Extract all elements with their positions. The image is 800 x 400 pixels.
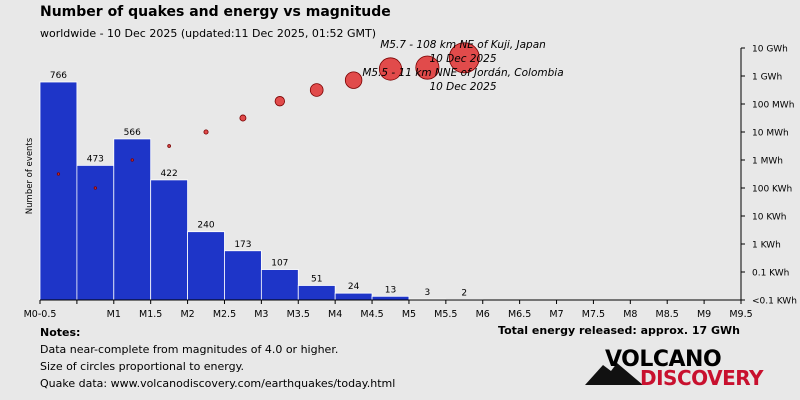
energy-circle — [274, 96, 285, 107]
x-tick-label: M7 — [549, 309, 563, 320]
notes-section: Notes: Data near-complete from magnitude… — [40, 324, 395, 392]
energy-circle — [415, 55, 440, 80]
energy-circle — [448, 42, 480, 74]
energy-tick-label: 100 MWh — [752, 101, 794, 111]
energy-circle — [309, 83, 324, 97]
histogram-bar — [260, 269, 299, 301]
x-tick-label: M3.5 — [287, 309, 310, 320]
energy-tick-label: 0.1 KWh — [752, 269, 789, 279]
x-tick-label: M8 — [623, 309, 637, 320]
histogram-bar — [334, 292, 373, 301]
chart-subtitle: worldwide - 10 Dec 2025 (updated:11 Dec … — [40, 27, 377, 40]
bar-count-label: 107 — [271, 259, 288, 269]
histogram-bar — [113, 138, 152, 301]
histogram-bar — [187, 231, 225, 301]
bar-count-label: 766 — [50, 71, 67, 81]
histogram-bar — [224, 250, 262, 301]
notes-title: Notes: — [40, 326, 81, 339]
x-tick-label: M7.5 — [582, 309, 605, 320]
bar-count-label: 2 — [461, 288, 467, 298]
x-tick-label: M4.5 — [360, 309, 383, 320]
histogram-bar — [371, 295, 410, 301]
energy-tick-label: 1 MWh — [752, 157, 783, 167]
x-tick-label: M6 — [476, 309, 490, 320]
x-tick-label: M5.5 — [434, 309, 457, 320]
energy-tick-label: 10 KWh — [752, 213, 787, 223]
x-tick-label: M5 — [402, 309, 416, 320]
bar-count-label: 3 — [425, 288, 431, 298]
x-tick-label: M2.5 — [213, 309, 236, 320]
histogram-bar — [297, 285, 336, 301]
total-energy-label: Total energy released: approx. 17 GWh — [498, 324, 740, 337]
bar-count-label: 240 — [197, 221, 214, 231]
annotation-line: 10 Dec 2025 — [429, 53, 496, 65]
histogram-bar — [39, 81, 78, 301]
logo-word-volcano: VOLCANO — [605, 347, 722, 372]
energy-circle — [344, 71, 363, 89]
energy-tick-label: 10 GWh — [752, 45, 788, 55]
energy-circle — [130, 158, 134, 162]
energy-circle — [378, 57, 403, 81]
x-tick-label: M2 — [180, 309, 194, 320]
energy-circle — [167, 144, 171, 148]
energy-tick-label: <0.1 KWh — [752, 297, 797, 307]
energy-tick-label: 10 MWh — [752, 129, 789, 139]
x-tick-label: M1.5 — [139, 309, 162, 320]
bar-count-label: 51 — [311, 274, 322, 284]
x-tick-label: M0-0.5 — [24, 309, 57, 320]
chart-title: Number of quakes and energy vs magnitude — [40, 4, 391, 20]
x-tick-label: M8.5 — [656, 309, 679, 320]
x-tick-label: M3 — [254, 309, 268, 320]
energy-circle — [56, 172, 61, 176]
energy-tick-label: 1 GWh — [752, 73, 782, 83]
note-line: Data near-complete from magnitudes of 4.… — [40, 343, 339, 356]
energy-circle — [239, 114, 247, 122]
annotation-line: M5.5 - 11 km NNE of Jordán, Colombia — [362, 67, 563, 79]
mountain-icon — [585, 363, 643, 385]
logo-word-discovery: DISCOVERY — [640, 366, 764, 390]
annotation-line: M5.7 - 108 km NE of Kuji, Japan — [380, 39, 546, 51]
bar-count-label: 473 — [87, 154, 104, 164]
energy-circle — [203, 129, 209, 135]
x-tick-label: M4 — [328, 309, 342, 320]
bar-count-label: 13 — [385, 285, 396, 295]
x-tick-label: M9 — [697, 309, 711, 320]
note-line: Quake data: www.volcanodiscovery.com/ear… — [40, 377, 396, 390]
x-tick-label: M9.5 — [729, 309, 752, 320]
energy-tick-label: 1 KWh — [752, 241, 781, 251]
x-tick-label: M6.5 — [508, 309, 531, 320]
bar-count-label: 422 — [161, 169, 178, 179]
bar-count-label: 566 — [124, 128, 141, 138]
bar-count-label: 173 — [234, 240, 251, 250]
y-axis-label: Number of events — [25, 137, 35, 214]
annotation-line: 10 Dec 2025 — [429, 81, 496, 93]
x-tick-label: M1 — [107, 309, 121, 320]
bar-count-label: 24 — [348, 282, 360, 292]
volcano-discovery-logo[interactable]: VOLCANO DISCOVERY — [585, 347, 764, 390]
histogram-bar — [76, 164, 115, 301]
energy-tick-label: 100 KWh — [752, 185, 792, 195]
energy-circle — [93, 186, 97, 190]
histogram-bar — [150, 179, 188, 301]
note-line: Size of circles proportional to energy. — [40, 360, 245, 373]
